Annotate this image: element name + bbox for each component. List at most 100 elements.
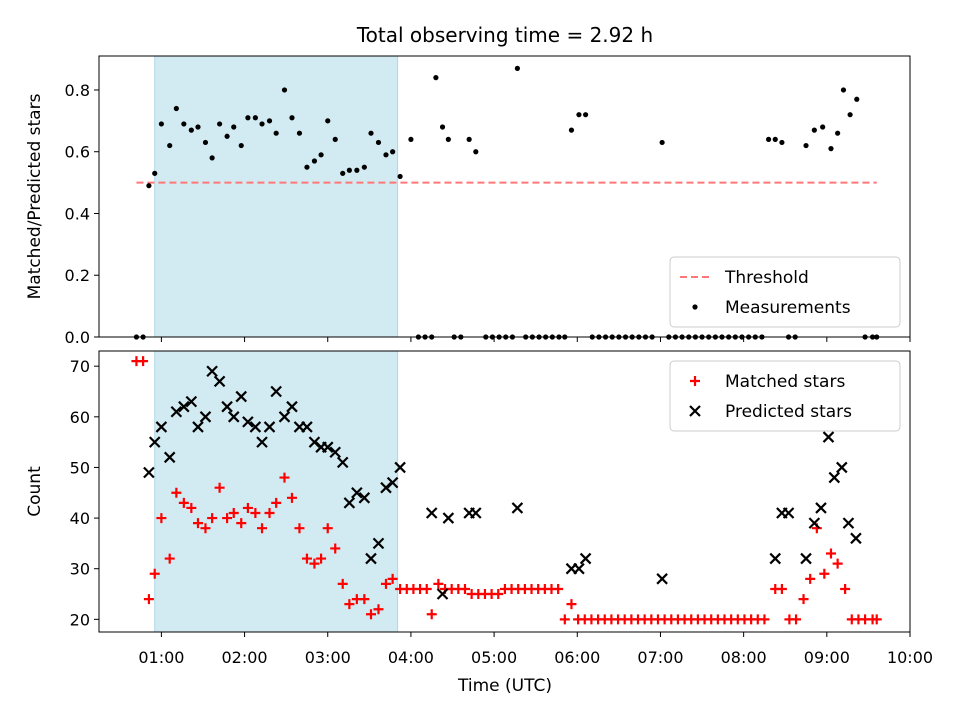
bot-series0-point xyxy=(242,502,253,513)
x-tick-label: 08:00 xyxy=(721,648,767,667)
bot-series1-point xyxy=(329,446,342,459)
bot-series0-point xyxy=(186,502,197,513)
top-series1-point xyxy=(181,121,187,127)
top-series1-point xyxy=(433,75,439,81)
bot-series0-point xyxy=(250,508,261,519)
bot-series1-point xyxy=(372,537,385,550)
top-legend: Threshold Measurements xyxy=(669,256,901,328)
top-ytick-label: 0.8 xyxy=(65,81,90,100)
top-series1-point xyxy=(576,112,582,118)
x-tick-label: 02:00 xyxy=(222,648,268,667)
top-series1-point xyxy=(779,139,785,146)
top-ytick-label: 0.2 xyxy=(65,266,90,285)
bot-series1-point xyxy=(822,431,835,443)
bot-series0-point xyxy=(309,558,320,569)
bot-series1-point xyxy=(511,502,524,514)
top-series1-point xyxy=(473,149,479,155)
bot-series1-point xyxy=(782,507,795,519)
bot-series0-point xyxy=(819,568,830,579)
bot-legend-swatch-0 xyxy=(690,376,700,386)
top-series1-point xyxy=(514,65,520,71)
bot-series0-point xyxy=(426,609,437,620)
bot-series0-point xyxy=(164,553,175,564)
top-series1-point xyxy=(408,136,414,142)
bottom-shaded-interval xyxy=(154,350,399,633)
top-axes-frame xyxy=(98,55,911,338)
top-series1-point xyxy=(840,87,847,93)
top-series1-point xyxy=(835,130,841,136)
bot-ytick-label: 20 xyxy=(70,610,90,629)
top-y-ticks: 0.0 0.2 0.4 0.6 0.8 xyxy=(65,81,99,347)
chart-title: Total observing time = 2.92 h xyxy=(356,23,653,47)
bot-series1-point xyxy=(278,411,291,423)
x-tick-label: 09:00 xyxy=(804,648,850,667)
bottom-x-ticks: 01:00 02:00 03:00 04:00 05:00 06:00 07:00 08:00… xyxy=(138,632,933,667)
top-series1-point xyxy=(273,130,279,136)
bot-series0-point xyxy=(493,589,504,600)
x-tick-label: 07:00 xyxy=(637,648,683,667)
bot-series0-point xyxy=(553,583,564,594)
bot-series1-point xyxy=(163,451,176,464)
bot-series0-point xyxy=(149,568,160,579)
bottom-legend: Matched stars Predicted stars xyxy=(669,360,901,432)
bot-series1-point xyxy=(425,507,438,519)
bot-series1-point xyxy=(336,456,349,469)
top-series1-point xyxy=(296,130,303,136)
bot-series1-point xyxy=(249,421,262,433)
bot-series0-point xyxy=(759,614,770,625)
bot-series1-point xyxy=(394,461,406,474)
bot-series1-point xyxy=(380,481,392,494)
bot-series1-point xyxy=(351,486,363,499)
x-tick-label: 03:00 xyxy=(305,648,351,667)
bot-series0-point xyxy=(359,594,370,605)
top-series1-point xyxy=(231,124,237,130)
bot-series0-point xyxy=(421,583,432,594)
bot-series0-point xyxy=(214,482,225,493)
top-series1-point xyxy=(325,118,331,124)
top-series1-point xyxy=(659,139,665,146)
x-tick-label: 04:00 xyxy=(388,648,434,667)
bot-series0-point xyxy=(380,578,391,589)
bot-series0-point xyxy=(373,604,384,615)
top-series1-point xyxy=(466,136,472,142)
bot-series1-point xyxy=(815,502,827,514)
bot-series0-point xyxy=(228,508,239,519)
top-legend-box xyxy=(669,256,901,328)
bot-series0-point xyxy=(286,492,297,503)
top-series1-point xyxy=(445,136,451,142)
bot-series1-point xyxy=(263,421,276,433)
bot-series0-point xyxy=(433,578,444,589)
top-series1-point xyxy=(346,167,352,173)
top-series1-point xyxy=(318,152,324,158)
top-series1-point xyxy=(439,124,446,130)
bot-series0-point xyxy=(798,594,809,605)
bot-series1-point xyxy=(242,416,254,428)
top-legend-label-1: Measurements xyxy=(725,298,851,318)
top-ytick-label: 0.0 xyxy=(65,328,90,347)
bot-legend-box xyxy=(669,360,901,432)
bot-series0-point xyxy=(365,609,376,620)
bot-series1-point xyxy=(470,507,482,519)
bot-series1-point xyxy=(850,532,862,545)
bot-series1-point xyxy=(321,441,334,453)
bot-ytick-label: 40 xyxy=(70,509,90,528)
top-series1-point xyxy=(167,142,173,149)
bot-series0-point xyxy=(143,594,154,605)
bot-series1-point xyxy=(155,421,168,433)
bot-series1-point xyxy=(343,497,356,509)
top-ytick-label: 0.6 xyxy=(65,143,90,162)
bot-series0-point xyxy=(337,578,348,589)
bot-series1-point xyxy=(836,461,848,474)
bot-series1-point xyxy=(170,405,183,418)
x-tick-label: 01:00 xyxy=(138,648,184,667)
top-series1-point xyxy=(173,105,179,112)
bot-series1-point xyxy=(301,421,313,433)
bot-series0-point xyxy=(459,583,470,594)
top-series1-point xyxy=(368,130,374,136)
bot-series1-point xyxy=(800,552,812,565)
top-series1-point xyxy=(847,112,853,118)
bot-series0-point xyxy=(294,523,305,534)
top-series1-point xyxy=(252,115,258,121)
bot-series0-point xyxy=(805,573,816,584)
top-series1-point xyxy=(397,173,403,180)
